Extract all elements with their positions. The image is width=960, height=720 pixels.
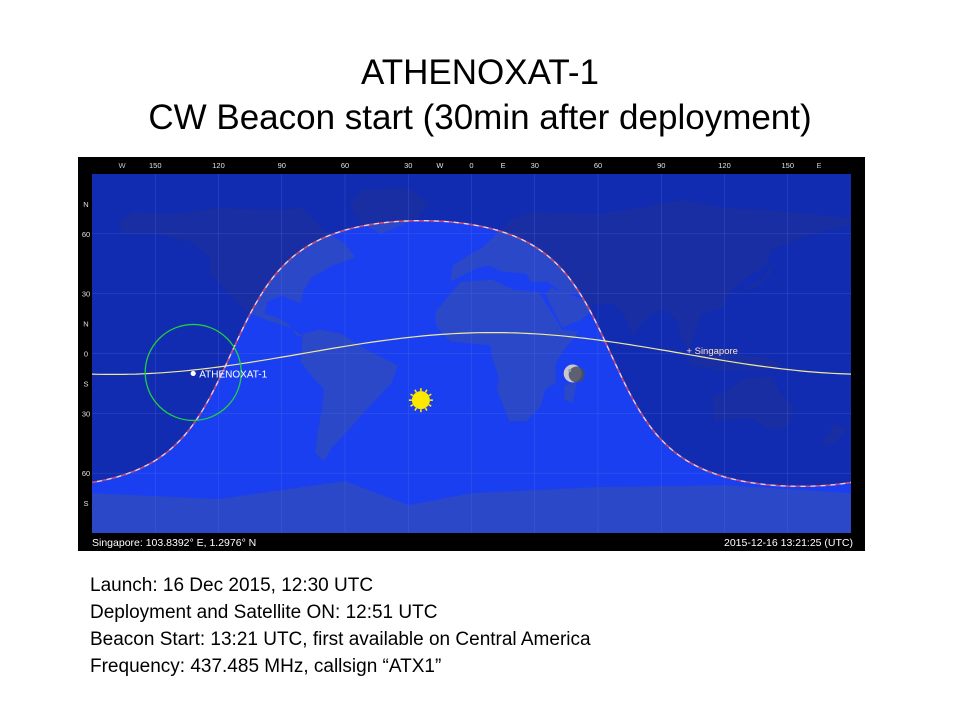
longitude-label: 60 [594,161,602,170]
latitude-label: 0 [84,350,88,359]
longitude-label: 90 [278,161,286,170]
land-africa [435,279,579,422]
title-line-1: ATHENOXAT-1 [361,53,599,92]
latitude-label: 30 [82,290,90,299]
launch-time: Launch: 16 Dec 2015, 12:30 UTC [90,575,374,596]
title-line-2: CW Beacon start (30min after deployment) [148,98,812,137]
land-south-america [300,329,398,462]
latitude-label: N [83,200,88,209]
launch-info: Launch: 16 Dec 2015, 12:30 UTC Deploymen… [90,572,591,680]
ground-station-label: + Singapore [686,346,738,357]
longitude-label: 30 [404,161,412,170]
longitude-axis: W E 150 120 90 60 30 W 0 E 30 60 90 120 150 [118,161,821,170]
longitude-label: 60 [341,161,349,170]
beacon-start: Beacon Start: 13:21 UTC, first available… [90,629,591,650]
night-shadow-region [92,174,851,487]
slide-title: ATHENOXAT-1 CW Beacon start (30min after… [0,50,960,140]
terminator-dash [92,220,851,487]
land-arabia [545,287,594,328]
latitude-label: S [83,499,88,508]
land-antarctica [92,481,851,533]
latitude-label: N [83,320,88,329]
longitude-label: 30 [531,161,539,170]
longitude-label: 90 [657,161,665,170]
satellite-ground-track [92,332,851,375]
satellite-label: ATHENOXAT-1 [199,369,267,380]
land-madagascar [564,381,577,404]
svg-text:E: E [816,161,821,170]
latitude-label: 60 [82,230,90,239]
lat-lon-grid [92,174,851,533]
sun-rays [408,388,433,413]
sun-icon [411,391,430,410]
satellite-tracking-map[interactable]: ATHENOXAT-1 + Singapore W E 150 120 90 60 30 W 0… [78,157,865,551]
satellite-footprint-circle [144,323,242,422]
latitude-axis: N 60 30 N 0 S 30 60 S [82,200,90,508]
longitude-label: 150 [781,161,794,170]
moon-icon [563,364,585,383]
longitude-label: 0 [469,161,473,170]
longitude-label: 150 [149,161,162,170]
latitude-label: S [83,379,88,388]
frequency-callsign: Frequency: 437.485 MHz, callsign “ATX1” [90,656,442,677]
latitude-label: 60 [82,469,90,478]
longitude-label: 120 [718,161,731,170]
longitude-label: 120 [212,161,225,170]
satellite-marker[interactable] [190,370,196,377]
deployment-time: Deployment and Satellite ON: 12:51 UTC [90,602,438,623]
svg-text:W: W [118,161,126,170]
longitude-label: E [501,161,506,170]
status-time-readout: 2015-12-16 13:21:25 (UTC) [724,537,853,549]
latitude-label: 30 [82,409,90,418]
status-location-readout: Singapore: 103.8392° E, 1.2976° N [92,537,256,549]
longitude-label: W [436,161,444,170]
